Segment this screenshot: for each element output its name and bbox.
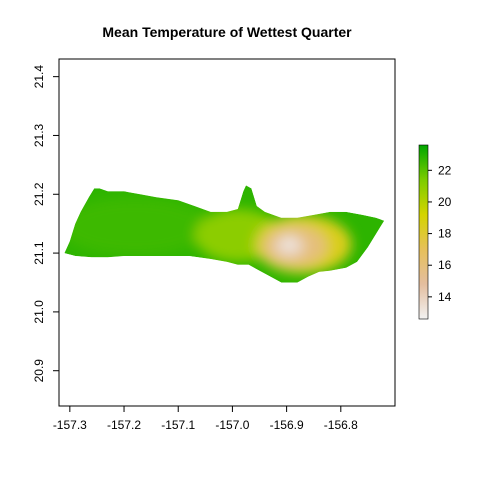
plot-frame [58,58,396,407]
legend-tick-label: 22 [438,163,452,177]
x-axis: -157.3 -157.2 -157.1 -157.0 -156.9 -156.8 [53,406,358,432]
legend-tick-label: 14 [438,290,452,304]
y-tick-label: 21.0 [32,300,46,324]
y-tick-label: 21.2 [32,182,46,206]
temperature-zone-west-lowland [64,197,211,257]
x-tick-label: -156.8 [324,418,358,432]
legend-tick-label: 18 [438,227,452,241]
legend-tick-label: 16 [438,258,452,272]
x-tick-label: -157.3 [53,418,87,432]
legend-tick-label: 20 [438,195,452,209]
x-tick-label: -157.2 [107,418,141,432]
x-tick-label: -157.0 [215,418,249,432]
color-legend: 14 16 18 20 22 [418,144,452,320]
y-axis: 20.9 21.0 21.1 21.2 21.3 21.4 [32,65,59,383]
y-tick-label: 21.3 [32,123,46,147]
x-tick-label: -157.1 [161,418,195,432]
y-tick-label: 21.1 [32,241,46,265]
y-tick-label: 20.9 [32,359,46,383]
temperature-zone-east-peak [282,238,296,251]
x-tick-label: -156.9 [270,418,304,432]
legend-color-bar [418,144,429,320]
chart-title: Mean Temperature of Wettest Quarter [102,24,352,40]
temperature-raster [64,185,385,283]
y-tick-label: 21.4 [32,65,46,89]
